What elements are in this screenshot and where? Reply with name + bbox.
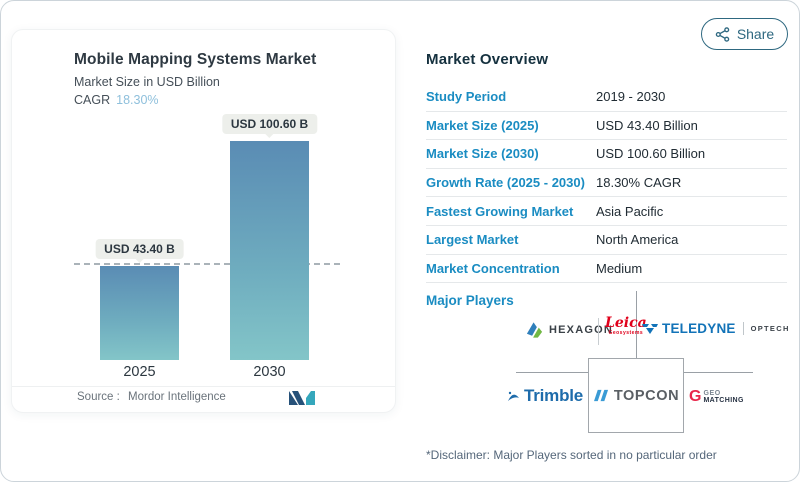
hexagon-logo-icon <box>526 322 543 338</box>
overview-table: Study Period 2019 - 2030 Market Size (20… <box>426 83 787 284</box>
overview-heading: Market Overview <box>426 51 549 68</box>
geomatching-logo-line2: MATCHING <box>703 397 744 404</box>
bar-value-tooltip: USD 43.40 B <box>95 238 184 263</box>
chart-card: Mobile Mapping Systems Market Market Siz… <box>11 29 396 413</box>
table-row: Fastest Growing Market Asia Pacific <box>426 197 787 226</box>
row-value: USD 100.60 Billion <box>596 146 706 162</box>
disclaimer-text: *Disclaimer: Major Players sorted in no … <box>426 448 717 462</box>
share-button-label: Share <box>736 26 775 42</box>
row-value: 2019 - 2030 <box>596 89 666 105</box>
teledyne-logo-text: TELEDYNE <box>662 321 736 336</box>
reference-dashline <box>74 262 340 265</box>
geomatching-logo-icon: G <box>689 388 702 405</box>
bar-chart: USD 43.40 B USD 100.60 B <box>74 90 340 360</box>
bar-value-tooltip: USD 100.60 B <box>221 114 318 138</box>
cagr-line: CAGR 18.30% <box>74 93 159 107</box>
table-row: Largest Market North America <box>426 226 787 255</box>
trimble-logo-icon <box>508 391 519 401</box>
share-button[interactable]: Share <box>701 18 788 50</box>
x-axis-label-2030: 2030 <box>253 364 286 380</box>
x-axis-label-2025: 2025 <box>123 364 156 380</box>
source-label: Source : <box>77 391 120 403</box>
row-value: 18.30% CAGR <box>596 175 682 191</box>
table-row: Market Size (2030) USD 100.60 Billion <box>426 140 787 169</box>
players-connector-left <box>516 372 588 373</box>
topcon-logo-box: TOPCON <box>588 358 684 433</box>
optech-logo-text: OPTECH <box>750 324 790 333</box>
bar-2025 <box>100 265 179 360</box>
topcon-logo-text: TOPCON <box>613 387 680 404</box>
cagr-value: 18.30% <box>116 93 159 107</box>
chart-title: Mobile Mapping Systems Market <box>74 51 317 68</box>
row-value: Asia Pacific <box>596 203 664 219</box>
share-icon <box>715 26 730 42</box>
row-label: Market Size (2025) <box>426 117 539 133</box>
teledyne-logo-icon <box>642 324 658 334</box>
hexagon-logo-text: HEXAGON <box>549 324 614 336</box>
row-value: USD 43.40 Billion <box>596 117 698 133</box>
row-label: Growth Rate (2025 - 2030) <box>426 175 585 191</box>
tooltip-arrow-icon <box>264 133 275 138</box>
row-label: Study Period <box>426 89 507 105</box>
players-connector-right <box>684 372 753 373</box>
bar-2030 <box>230 141 309 360</box>
trimble-logo-text: Trimble <box>524 386 584 405</box>
hexagon-logo: HEXAGON <box>525 321 613 339</box>
table-row: Growth Rate (2025 - 2030) 18.30% CAGR <box>426 169 787 198</box>
table-row: Market Concentration Medium <box>426 255 787 284</box>
geomatching-logo: G GEO MATCHING <box>689 389 744 405</box>
row-label: Largest Market <box>426 232 519 248</box>
tooltip-arrow-icon <box>134 257 145 263</box>
row-label: Market Concentration <box>426 260 560 276</box>
leica-logo: Leica Geosystems <box>605 316 647 336</box>
source-value: Mordor Intelligence <box>128 391 226 403</box>
row-value: North America <box>596 232 679 248</box>
leica-logo-text: Leica <box>605 315 647 331</box>
trimble-logo: Trimble <box>506 386 583 406</box>
table-row: Study Period 2019 - 2030 <box>426 83 787 112</box>
table-row: Market Size (2025) USD 43.40 Billion <box>426 112 787 141</box>
teledyne-optech-logo: TELEDYNE OPTECH <box>642 321 790 336</box>
major-players-label: Major Players <box>426 293 514 308</box>
source-divider <box>12 386 395 387</box>
geomatching-logo-line1: GEO <box>703 390 721 397</box>
logo-divider <box>742 322 744 335</box>
logo-divider <box>598 318 599 345</box>
row-label: Fastest Growing Market <box>426 203 574 219</box>
mordor-intelligence-logo-icon <box>289 391 315 405</box>
players-connector-vertical <box>636 291 637 359</box>
row-value: Medium <box>596 260 643 276</box>
source-row: Source : Mordor Intelligence <box>77 391 226 403</box>
row-label: Market Size (2030) <box>426 146 539 162</box>
leica-logo-subtext: Geosystems <box>608 330 644 336</box>
topcon-logo-icon <box>593 389 608 402</box>
chart-subtitle: Market Size in USD Billion <box>74 75 220 89</box>
cagr-label: CAGR <box>74 93 111 107</box>
